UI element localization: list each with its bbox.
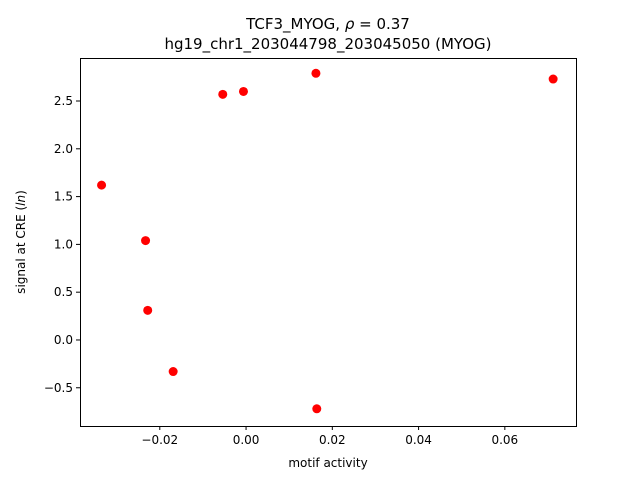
scatter-point (143, 305, 153, 315)
x-tick-label: 0.06 (491, 433, 518, 447)
y-tick-label: 1.0 (54, 237, 73, 251)
y-tick-label: −0.5 (44, 381, 73, 395)
plot-frame (80, 58, 577, 427)
y-tick-label: 0.5 (54, 285, 73, 299)
y-tick-label: 1.5 (54, 190, 73, 204)
scatter-point (312, 404, 322, 414)
y-tick-label: 2.5 (54, 94, 73, 108)
x-tick-label: 0.02 (319, 433, 346, 447)
scatter-point (168, 367, 178, 377)
x-tick-label: −0.02 (141, 433, 178, 447)
scatter-point (218, 89, 228, 99)
y-axis-label: signal at CRE (ln) (14, 190, 28, 294)
scatter-point (238, 86, 248, 96)
scatter-point (548, 74, 558, 84)
chart-title-line2: hg19_chr1_203044798_203045050 (MYOG) (164, 35, 491, 54)
x-tick-label: 0.04 (405, 433, 432, 447)
plot-area (97, 68, 558, 414)
x-axis: −0.02 0.00 0.02 0.04 0.06 (141, 426, 518, 447)
scatter-point (141, 236, 151, 246)
y-tick-label: 2.0 (54, 142, 73, 156)
x-tick-label: 0.00 (233, 433, 260, 447)
y-tick-label: 0.0 (54, 333, 73, 347)
scatter-point (97, 180, 107, 190)
y-axis: −0.5 0.0 0.5 1.0 1.5 2.0 2.5 (44, 94, 80, 395)
scatter-point (311, 68, 321, 78)
x-axis-label: motif activity (288, 456, 367, 470)
chart-title-line1: TCF3_MYOG, ρ = 0.37 (245, 15, 410, 34)
